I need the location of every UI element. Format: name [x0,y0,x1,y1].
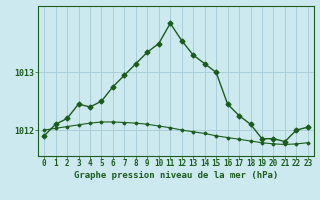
X-axis label: Graphe pression niveau de la mer (hPa): Graphe pression niveau de la mer (hPa) [74,171,278,180]
